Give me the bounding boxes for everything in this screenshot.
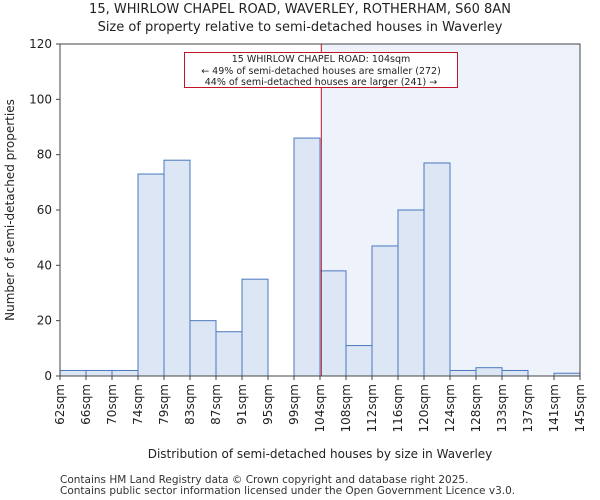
x-tick-label: 108sqm — [339, 384, 353, 432]
histogram-bar — [137, 173, 165, 377]
histogram-bar — [215, 331, 243, 377]
histogram-bar — [397, 209, 425, 377]
annotation-smaller: ← 49% of semi-detached houses are smalle… — [201, 65, 441, 77]
x-tick-label: 137sqm — [521, 384, 535, 432]
histogram-bar — [163, 159, 191, 377]
histogram-bar — [345, 345, 373, 377]
histogram-bar — [241, 278, 269, 377]
property-annotation-box: 15 WHIRLOW CHAPEL ROAD: 104sqm ← 49% of … — [184, 52, 458, 88]
chart-subtitle: Size of property relative to semi-detach… — [97, 20, 503, 35]
histogram-bar — [501, 369, 529, 377]
larger-region-shade — [321, 44, 580, 376]
histogram-bar — [319, 270, 347, 377]
x-tick-label: 104sqm — [313, 384, 327, 432]
annotation-property: 15 WHIRLOW CHAPEL ROAD: 104sqm — [231, 54, 411, 65]
chart-title-address: 15, WHIRLOW CHAPEL ROAD, WAVERLEY, ROTHE… — [89, 2, 511, 17]
y-tick-label: 60 — [37, 203, 52, 217]
x-tick-label: 87sqm — [209, 384, 223, 425]
x-tick-label: 116sqm — [391, 384, 405, 432]
x-tick-label: 133sqm — [495, 384, 509, 432]
x-tick-label: 141sqm — [547, 384, 561, 432]
histogram-bar — [475, 367, 503, 377]
histogram-bar — [293, 137, 321, 377]
x-tick-label: 66sqm — [79, 384, 93, 425]
x-tick-label: 83sqm — [183, 384, 197, 425]
x-tick-label: 99sqm — [287, 384, 301, 425]
histogram-bar — [423, 162, 451, 377]
x-tick-label: 74sqm — [131, 384, 145, 425]
histogram-bar — [371, 245, 399, 377]
x-tick-label: 145sqm — [573, 384, 587, 432]
y-tick-label: 80 — [37, 148, 52, 162]
histogram-bar — [449, 369, 477, 377]
x-tick-label: 91sqm — [235, 384, 249, 425]
x-tick-label: 124sqm — [443, 384, 457, 432]
y-tick-label: 20 — [37, 314, 52, 328]
footer-licence: Contains public sector information licen… — [60, 485, 516, 497]
histogram-bar — [111, 369, 139, 377]
y-tick-label: 0 — [44, 369, 52, 383]
y-tick-label: 40 — [37, 258, 52, 272]
x-tick-label: 120sqm — [417, 384, 431, 432]
x-tick-label: 112sqm — [365, 384, 379, 432]
annotation-larger: 44% of semi-detached houses are larger (… — [204, 77, 438, 88]
x-tick-label: 70sqm — [105, 384, 119, 425]
footer-copyright: Contains HM Land Registry data © Crown c… — [60, 474, 469, 486]
x-tick-label: 62sqm — [53, 384, 67, 425]
x-tick-label: 95sqm — [261, 384, 275, 425]
x-axis-label: Distribution of semi-detached houses by … — [148, 447, 493, 461]
x-tick-label: 79sqm — [157, 384, 171, 425]
histogram-bar — [59, 369, 87, 377]
y-axis-label: Number of semi-detached properties — [3, 99, 17, 321]
histogram-bar — [85, 369, 113, 377]
histogram-bar — [189, 320, 217, 377]
x-tick-label: 128sqm — [469, 384, 483, 432]
y-tick-label: 120 — [29, 37, 52, 51]
y-tick-label: 100 — [29, 92, 52, 106]
